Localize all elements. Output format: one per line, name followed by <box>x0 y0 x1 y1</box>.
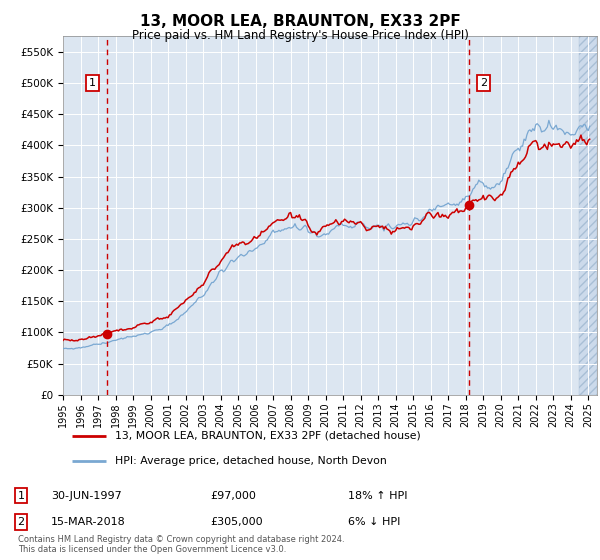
Text: 1: 1 <box>17 491 25 501</box>
Text: 6% ↓ HPI: 6% ↓ HPI <box>348 517 400 527</box>
Text: 13, MOOR LEA, BRAUNTON, EX33 2PF (detached house): 13, MOOR LEA, BRAUNTON, EX33 2PF (detach… <box>115 431 421 441</box>
Text: £305,000: £305,000 <box>210 517 263 527</box>
Text: £97,000: £97,000 <box>210 491 256 501</box>
Text: 1: 1 <box>89 78 96 88</box>
Bar <box>580 36 597 395</box>
Text: Contains HM Land Registry data © Crown copyright and database right 2024.
This d: Contains HM Land Registry data © Crown c… <box>18 535 344 554</box>
Text: 18% ↑ HPI: 18% ↑ HPI <box>348 491 407 501</box>
Text: Price paid vs. HM Land Registry's House Price Index (HPI): Price paid vs. HM Land Registry's House … <box>131 29 469 42</box>
Text: HPI: Average price, detached house, North Devon: HPI: Average price, detached house, Nort… <box>115 456 386 466</box>
Text: 2: 2 <box>479 78 487 88</box>
Text: 30-JUN-1997: 30-JUN-1997 <box>51 491 122 501</box>
Text: 2: 2 <box>17 517 25 527</box>
Bar <box>580 36 597 395</box>
Text: 13, MOOR LEA, BRAUNTON, EX33 2PF: 13, MOOR LEA, BRAUNTON, EX33 2PF <box>140 14 460 29</box>
Text: 15-MAR-2018: 15-MAR-2018 <box>51 517 126 527</box>
